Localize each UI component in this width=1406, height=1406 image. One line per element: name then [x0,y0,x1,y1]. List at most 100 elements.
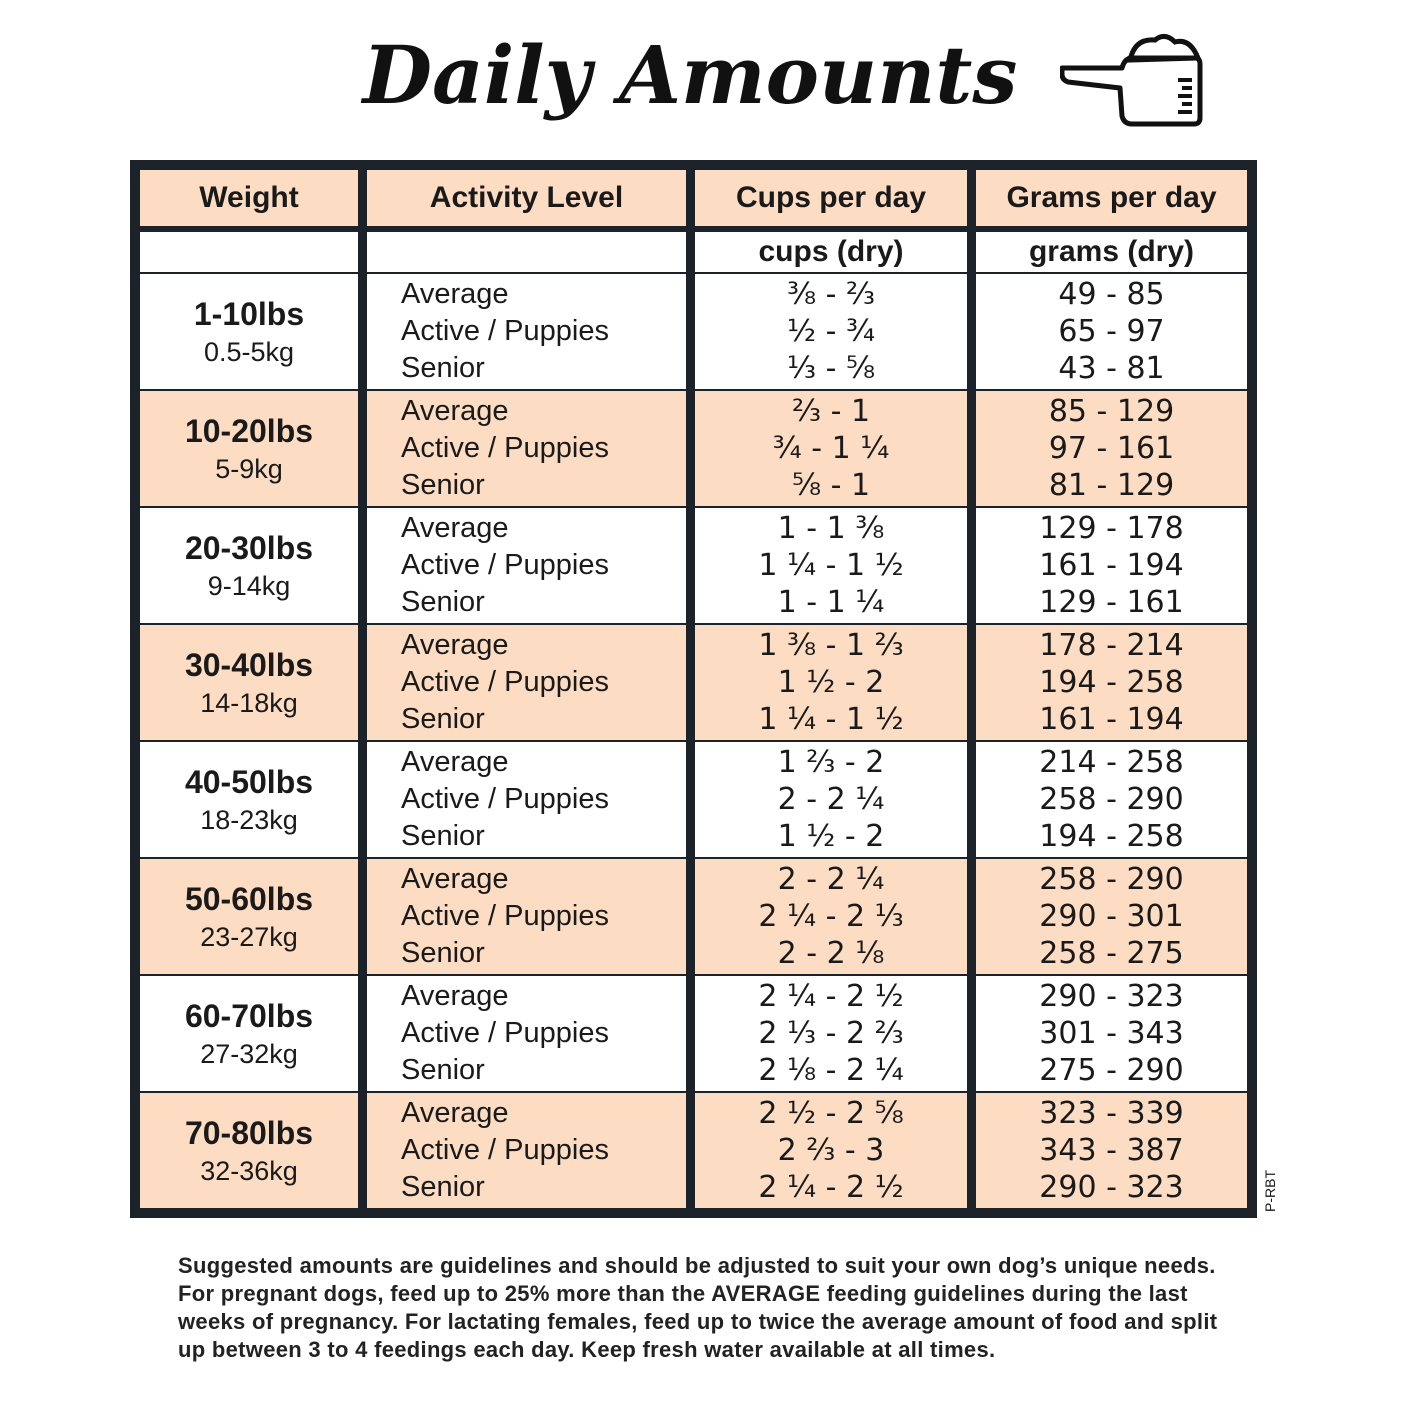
grams-value: 275 - 290 [1039,1053,1184,1088]
weight-kg: 14-18kg [200,687,298,718]
activity-level: Average [401,512,509,544]
grams-value: 301 - 343 [1039,1016,1184,1051]
column-subheader [140,232,358,272]
weight-cell: 60-70lbs 27-32kg [140,976,358,1091]
grams-value: 178 - 214 [1039,628,1184,663]
grams-value: 65 - 97 [1058,314,1165,349]
footnote: Suggested amounts are guidelines and sho… [178,1253,1218,1362]
product-code: P-RBT [1262,1170,1278,1212]
column-header: Activity Level [367,170,686,226]
grams-cell: 214 - 258 258 - 290 194 - 258 [976,742,1247,857]
cups-value: ⅝ - 1 [791,468,871,503]
cups-value: 2 ¼ - 2 ⅓ [758,899,904,934]
weight-lbs: 20-30lbs [184,529,314,566]
cups-value: 2 ¼ - 2 ½ [758,979,904,1014]
cups-value: 2 ½ - 2 ⅝ [758,1096,904,1131]
weight-lbs: 60-70lbs [184,997,314,1034]
activity-level: Average [401,863,509,895]
grams-value: 161 - 194 [1039,548,1184,583]
activity-level: Active / Puppies [401,666,609,698]
weight-kg: 32-36kg [200,1155,298,1186]
activity-cell: Average Active / Puppies Senior [367,274,686,389]
grams-value: 43 - 81 [1058,351,1165,386]
cups-value: 1 ½ - 2 [777,819,885,854]
cups-value: 1 - 1 ⅜ [777,511,885,546]
column-header: Weight [140,170,358,226]
grams-value: 343 - 387 [1039,1133,1184,1168]
grams-value: 97 - 161 [1048,431,1175,466]
cups-value: 2 ⅓ - 2 ⅔ [758,1016,904,1051]
activity-level: Active / Puppies [401,315,609,347]
weight-cell: 20-30lbs 9-14kg [140,508,358,623]
grams-value: 129 - 161 [1039,585,1184,620]
activity-cell: Average Active / Puppies Senior [367,976,686,1091]
weight-cell: 30-40lbs 14-18kg [140,625,358,740]
column-subheader [367,232,686,272]
grams-cell: 258 - 290 290 - 301 258 - 275 [976,859,1247,974]
grams-value: 290 - 301 [1039,899,1184,934]
column-header: Cups per day [695,170,967,226]
grams-value: 214 - 258 [1039,745,1184,780]
cups-value: ½ - ¾ [786,314,876,349]
activity-cell: Average Active / Puppies Senior [367,625,686,740]
activity-level: Senior [401,352,485,384]
grams-value: 81 - 129 [1048,468,1175,503]
column-subheader: cups (dry) [695,232,967,272]
activity-cell: Average Active / Puppies Senior [367,1093,686,1208]
weight-lbs: 70-80lbs [184,1114,314,1151]
activity-level: Average [401,980,509,1012]
measuring-scoop-icon [1060,34,1203,127]
activity-cell: Average Active / Puppies Senior [367,859,686,974]
weight-cell: 70-80lbs 32-36kg [140,1093,358,1208]
grams-value: 323 - 339 [1039,1096,1184,1131]
cups-value: ⅓ - ⅝ [786,351,876,386]
grams-cell: 129 - 178 161 - 194 129 - 161 [976,508,1247,623]
cups-value: 1 ⅜ - 1 ⅔ [758,628,904,663]
weight-cell: 10-20lbs 5-9kg [140,391,358,506]
activity-level: Senior [401,937,485,969]
activity-level: Active / Puppies [401,432,609,464]
grams-cell: 178 - 214 194 - 258 161 - 194 [976,625,1247,740]
grams-value: 129 - 178 [1039,511,1184,546]
grams-value: 290 - 323 [1039,979,1184,1014]
weight-lbs: 1-10lbs [193,295,305,332]
activity-level: Average [401,278,509,310]
cups-value: 1 ½ - 2 [777,665,885,700]
cups-value: ¾ - 1 ¼ [772,431,890,466]
weight-cell: 40-50lbs 18-23kg [140,742,358,857]
weight-cell: 50-60lbs 23-27kg [140,859,358,974]
activity-level: Active / Puppies [401,1017,609,1049]
cups-value: ⅜ - ⅔ [786,277,876,312]
grams-value: 194 - 258 [1039,665,1184,700]
weight-kg: 0.5-5kg [203,336,295,367]
cups-value: 2 ¼ - 2 ½ [758,1170,904,1205]
weight-lbs: 30-40lbs [184,646,314,683]
page-title: Daily Amounts [362,28,1018,122]
grams-value: 258 - 290 [1039,782,1184,817]
weight-kg: 9-14kg [207,570,291,601]
cups-value: 1 ¼ - 1 ½ [758,702,904,737]
activity-level: Senior [401,820,485,852]
activity-level: Senior [401,469,485,501]
feeding-table: Weight Activity Level Cups per day Grams pe… [130,160,1257,1218]
activity-level: Average [401,746,509,778]
grams-cell: 85 - 129 97 - 161 81 - 129 [976,391,1247,506]
grams-value: 85 - 129 [1048,394,1175,429]
activity-level: Senior [401,1171,485,1203]
weight-lbs: 10-20lbs [184,412,314,449]
cups-value: 1 ¼ - 1 ½ [758,548,904,583]
column-header: Grams per day [976,170,1247,226]
activity-level: Average [401,629,509,661]
cups-value: 2 ⅔ - 3 [777,1133,885,1168]
activity-cell: Average Active / Puppies Senior [367,742,686,857]
activity-level: Active / Puppies [401,900,609,932]
activity-level: Average [401,395,509,427]
activity-cell: Average Active / Puppies Senior [367,508,686,623]
